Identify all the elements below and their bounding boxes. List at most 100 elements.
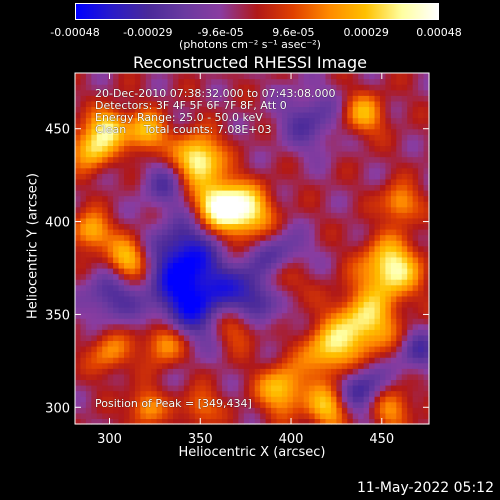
heatmap-cell bbox=[412, 162, 419, 169]
heatmap-cell bbox=[309, 134, 316, 141]
heatmap-cell bbox=[243, 268, 250, 275]
heatmap-cell bbox=[260, 112, 267, 119]
heatmap-cell bbox=[309, 379, 316, 386]
heatmap-cell bbox=[96, 178, 103, 186]
heatmap-cell bbox=[249, 368, 256, 375]
heatmap-cell bbox=[281, 351, 288, 358]
heatmap-cell bbox=[167, 134, 174, 141]
heatmap-cell bbox=[129, 351, 136, 358]
heatmap-cell bbox=[129, 412, 136, 420]
heatmap-cell bbox=[369, 279, 376, 286]
heatmap-cell bbox=[265, 212, 272, 219]
heatmap-cell bbox=[85, 223, 92, 230]
heatmap-cell bbox=[222, 245, 229, 252]
heatmap-cell bbox=[390, 301, 397, 308]
heatmap-cell bbox=[374, 173, 381, 180]
heatmap-cell bbox=[189, 217, 196, 225]
heatmap-cell bbox=[107, 156, 114, 163]
heatmap-cell bbox=[412, 407, 419, 414]
heatmap-cell bbox=[287, 139, 294, 147]
heatmap-cell bbox=[200, 167, 207, 174]
heatmap-cell bbox=[243, 251, 250, 258]
heatmap-cell bbox=[216, 162, 223, 169]
heatmap-cell bbox=[167, 284, 174, 291]
heatmap-cell bbox=[330, 139, 338, 147]
heatmap-cell bbox=[292, 379, 299, 386]
heatmap-cell bbox=[200, 112, 207, 119]
heatmap-cell bbox=[260, 301, 267, 308]
heatmap-cell bbox=[145, 407, 152, 414]
heatmap-cell bbox=[341, 106, 348, 113]
heatmap-cell bbox=[118, 284, 125, 291]
heatmap-cell bbox=[216, 173, 223, 180]
heatmap-cell bbox=[265, 329, 272, 336]
heatmap-cell bbox=[407, 178, 414, 186]
heatmap-cell bbox=[113, 89, 120, 96]
heatmap-cell bbox=[80, 73, 87, 80]
heatmap-cell bbox=[303, 84, 310, 91]
heatmap-cell bbox=[298, 190, 305, 197]
heatmap-cell bbox=[222, 162, 229, 169]
heatmap-cell bbox=[369, 385, 376, 392]
heatmap-cell bbox=[167, 312, 174, 319]
heatmap-cell bbox=[189, 290, 196, 297]
heatmap-cell bbox=[385, 273, 392, 280]
heatmap-cell bbox=[249, 128, 256, 135]
heatmap-cell bbox=[151, 84, 158, 91]
heatmap-cell bbox=[423, 390, 430, 397]
heatmap-cell bbox=[118, 334, 125, 342]
heatmap-cell bbox=[102, 167, 109, 174]
heatmap-cell bbox=[222, 385, 229, 392]
heatmap-cell bbox=[292, 106, 299, 113]
heatmap-cell bbox=[205, 334, 212, 342]
heatmap-cell bbox=[162, 139, 169, 147]
heatmap-cell bbox=[96, 234, 103, 241]
heatmap-cell bbox=[292, 190, 299, 197]
heatmap-cell bbox=[418, 78, 425, 85]
heatmap-cell bbox=[238, 329, 245, 336]
heatmap-cell bbox=[303, 156, 310, 163]
heatmap-cell bbox=[407, 351, 414, 358]
heatmap-cell bbox=[124, 329, 131, 336]
heatmap-cell bbox=[178, 156, 185, 163]
heatmap-cell bbox=[407, 229, 414, 236]
heatmap-cell bbox=[407, 390, 414, 397]
heatmap-cell bbox=[189, 312, 196, 319]
heatmap-cell bbox=[347, 217, 354, 225]
heatmap-cell bbox=[140, 268, 147, 275]
heatmap-cell bbox=[227, 256, 234, 264]
heatmap-cell bbox=[369, 240, 376, 247]
heatmap-cell bbox=[178, 151, 185, 158]
x-tick-label: 300 bbox=[97, 432, 122, 447]
heatmap-cell bbox=[390, 223, 397, 230]
heatmap-cell bbox=[287, 229, 294, 236]
heatmap-cell bbox=[385, 112, 392, 119]
heatmap-cell bbox=[227, 407, 234, 414]
heatmap-cell bbox=[276, 379, 283, 386]
heatmap-cell bbox=[151, 117, 158, 124]
heatmap-cell bbox=[140, 279, 147, 286]
heatmap-cell bbox=[330, 368, 338, 375]
heatmap-cell bbox=[407, 251, 414, 258]
heatmap-cell bbox=[216, 106, 223, 113]
heatmap-cell bbox=[390, 251, 397, 258]
heatmap-cell bbox=[281, 268, 288, 275]
heatmap-cell bbox=[276, 139, 283, 147]
heatmap-cell bbox=[145, 73, 152, 80]
heatmap-cell bbox=[205, 346, 212, 353]
heatmap-cell bbox=[162, 301, 169, 308]
heatmap-cell bbox=[75, 362, 82, 369]
heatmap-cell bbox=[363, 340, 370, 347]
heatmap-cell bbox=[347, 273, 354, 280]
heatmap-cell bbox=[265, 195, 272, 202]
heatmap-cell bbox=[330, 206, 338, 213]
heatmap-cell bbox=[396, 407, 403, 414]
heatmap-cell bbox=[390, 95, 397, 102]
heatmap-cell bbox=[347, 362, 354, 369]
heatmap-cell bbox=[320, 73, 327, 80]
heatmap-cell bbox=[309, 295, 316, 303]
heatmap-cell bbox=[298, 89, 305, 96]
heatmap-cell bbox=[134, 307, 141, 314]
heatmap-cell bbox=[254, 178, 261, 186]
heatmap-cell bbox=[124, 84, 131, 91]
